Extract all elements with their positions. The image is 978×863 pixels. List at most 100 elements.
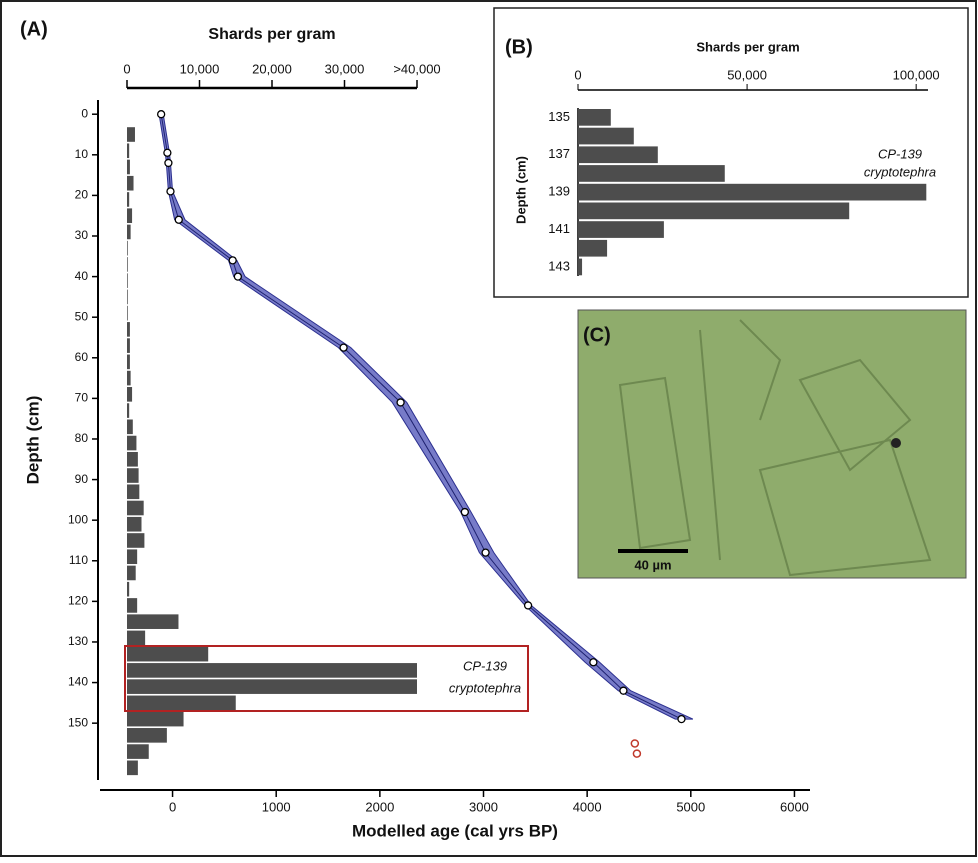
dated-sample [166,187,175,196]
shard-bar [127,533,145,548]
top-tick-label: 30,000 [325,61,365,76]
shard-bar [127,451,138,467]
shard-bar [127,500,144,516]
shard-bar [127,711,184,727]
top-tick-label: 0 [123,61,130,76]
shard-bar [127,175,134,191]
shard-bar [127,387,133,402]
b-top-tick-label: 100,000 [893,67,940,82]
outlier-sample [632,749,642,758]
panel-c-label: (C) [583,324,611,346]
shard-bar [127,728,167,743]
top-axis-title: Shards per gram [208,26,335,43]
x-tick-label: 5000 [676,799,705,814]
panel-c: 40 µm (C) [577,309,967,579]
dated-sample [460,507,469,517]
shard-bar [127,598,138,613]
shard-bar [127,630,146,646]
x-tick-label: 6000 [780,799,809,814]
x-tick-label: 1000 [262,799,291,814]
tephra-annotation: cryptotephra [449,680,521,695]
shard-bar [127,257,128,272]
y-tick-label: 60 [75,350,89,364]
shard-bar [127,127,135,142]
shard-bar [127,322,130,337]
y-tick-label: 40 [75,269,89,283]
b-shard-bar [578,183,927,201]
x-tick-label: 0 [169,799,176,814]
dated-sample [157,110,166,119]
y-tick-label: 110 [69,553,88,567]
glass-shards [618,319,932,577]
y-tick-label: 90 [75,472,89,486]
shard-bar [127,338,130,353]
shard-bar [127,208,133,224]
vesicle [891,438,901,448]
age-axis-title: Modelled age (cal yrs BP) [352,821,558,840]
shard-bar [127,305,128,321]
b-shard-bar [578,202,850,220]
shard-bar [127,663,417,678]
shard-bar [127,273,128,288]
dated-sample [619,686,628,695]
shard-bar [127,646,209,662]
shard-bar [127,484,140,500]
b-top-tick-label: 50,000 [727,67,767,82]
b-shard-bar [578,127,634,145]
b-shard-bar [578,165,725,182]
b-shard-bar [578,109,611,126]
x-tick-label: 2000 [365,799,394,814]
shard-bar [127,549,138,565]
y-tick-label: 30 [75,228,89,242]
shard-bar [127,240,128,256]
dated-sample [396,398,405,407]
y-tick-label: 150 [68,715,88,729]
y-tick-label: 50 [75,309,89,323]
b-annotation: cryptotephra [864,164,936,179]
b-annotation: CP-139 [878,146,922,161]
shard-bar [127,289,128,305]
shard-bar [127,614,179,629]
shard-bar [127,516,142,532]
y-tick-label: 0 [81,106,88,120]
shard-bar [127,760,138,776]
shard-bar [127,192,130,207]
b-shard-bar [578,221,664,238]
dated-sample [339,343,348,352]
y-tick-label: 140 [68,675,88,689]
shard-bar [127,403,130,418]
b-depth-label: 143 [548,258,570,273]
y-tick-label: 80 [75,431,89,445]
shard-bar [127,435,137,451]
y-tick-label: 70 [75,391,89,405]
top-tick-label: 20,000 [252,61,292,76]
y-tick-label: 130 [68,634,88,648]
shard-bar [127,468,139,483]
dated-sample [677,714,686,724]
dated-sample [481,548,490,557]
x-tick-label: 4000 [573,799,602,814]
shard-bar [127,419,133,435]
tephra-annotation: CP-139 [463,658,507,673]
micrograph [577,309,967,579]
panel-b-depth-title: Depth (cm) [513,156,528,224]
b-shard-bar [578,258,583,276]
top-tick-label: 10,000 [180,61,220,76]
dated-sample [163,148,172,157]
panel-b-axis-title: Shards per gram [696,39,799,54]
x-tick-label: 3000 [469,799,498,814]
dated-sample [164,158,173,168]
b-depth-label: 141 [548,221,570,236]
tephra-box [124,645,529,712]
b-shard-bar [578,239,608,257]
shard-bar [127,581,130,597]
shard-bar [127,143,130,159]
depth-axis-title: Depth (cm) [23,396,42,485]
dated-sample [228,256,237,265]
b-shard-bar [578,146,658,164]
dated-sample [174,215,183,224]
b-depth-label: 139 [548,184,570,199]
y-tick-label: 100 [68,512,88,526]
scale-bar-label: 40 µm [634,557,671,572]
